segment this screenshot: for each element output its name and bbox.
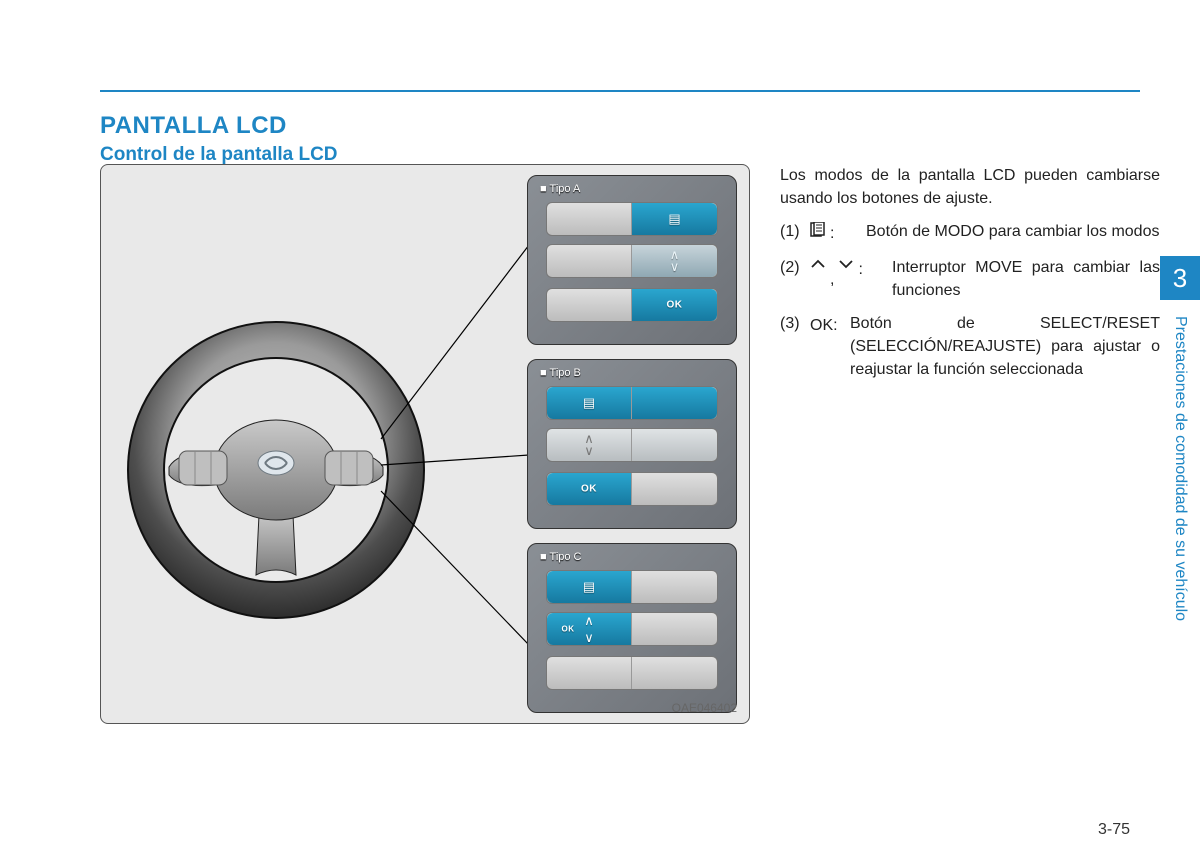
chapter-label: Prestaciones de comodidad de su vehículo	[1160, 310, 1200, 740]
page-title: PANTALLA LCD	[100, 112, 1140, 140]
list-item: (3) OK: Botón de SELECT/RESET (SELECCIÓN…	[780, 312, 1160, 382]
item-body: Interruptor MOVE para cambiar las funcio…	[892, 256, 1160, 302]
chevron-up-icon: ∧	[584, 613, 594, 629]
figure-code: OAE046402	[672, 701, 737, 715]
chevron-up-icon	[810, 258, 826, 270]
chevron-down-icon	[838, 258, 854, 270]
mode-button: ▤	[547, 387, 632, 419]
mode-button: ▤	[547, 571, 632, 603]
move-switch: ∧ ∨	[632, 245, 717, 277]
control-panel-type-c: Tipo C ▤ ∧ OK ∨	[527, 543, 737, 713]
ok-button: OK	[632, 289, 717, 321]
mode-icon: ▤	[583, 395, 595, 411]
ok-label: OK	[667, 300, 683, 311]
ok-button: OK	[547, 473, 632, 505]
ok-label: OK	[562, 625, 575, 634]
list-item: (2) , : Interruptor MOVE para cambiar la…	[780, 256, 1160, 302]
list-item: (1) : Botón de MODO para cambiar los mod…	[780, 220, 1160, 245]
figure-steering-wheel: Tipo A ▤ ∧ ∨ OK Tipo B ▤	[100, 164, 750, 724]
control-panel-type-a: Tipo A ▤ ∧ ∨ OK	[527, 175, 737, 345]
chevron-down-icon: ∨	[670, 259, 680, 275]
mode-icon: ▤	[583, 579, 595, 595]
item-number: (2)	[780, 256, 810, 302]
panel-label-b: Tipo B	[536, 366, 585, 380]
control-panel-type-b: Tipo B ▤ ∧∨ OK	[527, 359, 737, 529]
move-ok-combo: ∧ OK ∨	[547, 613, 632, 645]
panel-label-a: Tipo A	[536, 182, 584, 196]
ok-label: OK	[581, 484, 597, 495]
chevron-down-icon: ∨	[584, 630, 594, 646]
item-number: (1)	[780, 220, 810, 245]
page-subtitle: Control de la pantalla LCD	[100, 144, 1140, 166]
intro-paragraph: Los modos de la pantalla LCD pueden camb…	[780, 164, 1160, 210]
item-body: Botón de MODO para cambiar los modos	[866, 220, 1160, 245]
header-rule	[100, 90, 1140, 92]
mode-button: ▤	[632, 203, 717, 235]
mode-icon	[810, 222, 826, 238]
chevron-down-icon: ∨	[584, 443, 594, 459]
body-text: Los modos de la pantalla LCD pueden camb…	[780, 164, 1160, 382]
ok-label: OK:	[810, 314, 838, 337]
panel-label-c: Tipo C	[536, 550, 586, 564]
chapter-number: 3	[1173, 263, 1187, 294]
mode-icon: ▤	[668, 211, 680, 227]
page-number: 3-75	[1098, 821, 1130, 839]
chapter-tab: 3	[1160, 256, 1200, 300]
item-number: (3)	[780, 312, 810, 382]
item-body: Botón de SELECT/RESET (SELECCIÓN/REAJUST…	[850, 312, 1160, 382]
